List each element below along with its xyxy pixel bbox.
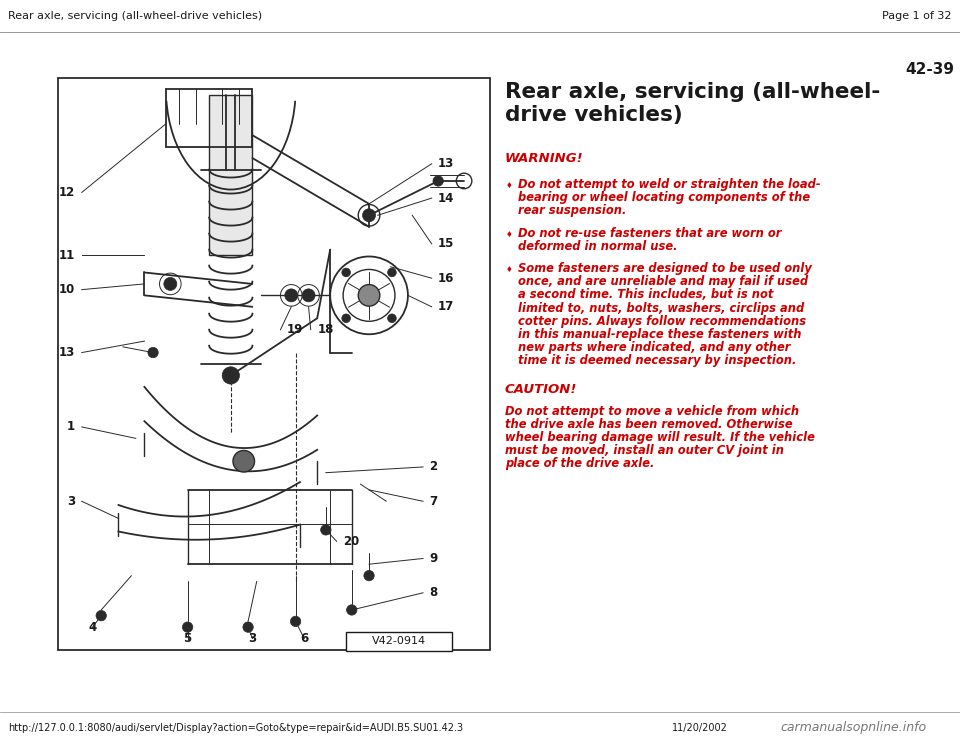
Text: 18: 18: [317, 324, 333, 336]
Ellipse shape: [148, 347, 158, 358]
Ellipse shape: [363, 209, 375, 222]
Text: 3: 3: [67, 495, 75, 508]
Text: once, and are unreliable and may fail if used: once, and are unreliable and may fail if…: [518, 275, 808, 288]
Ellipse shape: [222, 367, 239, 384]
Text: Rear axle, servicing (all-wheel-: Rear axle, servicing (all-wheel-: [505, 82, 880, 102]
Text: 2: 2: [429, 461, 438, 473]
Text: new parts where indicated, and any other: new parts where indicated, and any other: [518, 341, 790, 354]
Text: V42-0914: V42-0914: [372, 637, 426, 646]
Ellipse shape: [96, 611, 107, 621]
Text: the drive axle has been removed. Otherwise: the drive axle has been removed. Otherwi…: [505, 418, 793, 431]
Text: 10: 10: [59, 283, 75, 296]
Ellipse shape: [182, 622, 193, 632]
Text: time it is deemed necessary by inspection.: time it is deemed necessary by inspectio…: [518, 355, 797, 367]
Text: 20: 20: [343, 535, 359, 548]
Text: ♦: ♦: [506, 229, 513, 239]
Text: drive vehicles): drive vehicles): [505, 105, 683, 125]
Text: 8: 8: [429, 586, 438, 600]
Text: 11/20/2002: 11/20/2002: [672, 723, 728, 733]
Text: 12: 12: [59, 186, 75, 199]
Text: 7: 7: [429, 495, 438, 508]
Text: cotter pins. Always follow recommendations: cotter pins. Always follow recommendatio…: [518, 315, 806, 328]
FancyBboxPatch shape: [58, 78, 490, 650]
Text: Page 1 of 32: Page 1 of 32: [882, 11, 952, 21]
Ellipse shape: [164, 278, 177, 290]
Text: ♦: ♦: [506, 265, 513, 274]
Ellipse shape: [342, 268, 350, 277]
Text: limited to, nuts, bolts, washers, circlips and: limited to, nuts, bolts, washers, circli…: [518, 301, 804, 315]
Text: 16: 16: [438, 272, 454, 285]
Text: http://127.0.0.1:8080/audi/servlet/Display?action=Goto&type=repair&id=AUDI.B5.SU: http://127.0.0.1:8080/audi/servlet/Displ…: [8, 723, 463, 733]
Ellipse shape: [388, 314, 396, 323]
FancyBboxPatch shape: [347, 632, 452, 651]
Ellipse shape: [433, 176, 444, 186]
Text: place of the drive axle.: place of the drive axle.: [505, 457, 655, 470]
Ellipse shape: [243, 622, 253, 632]
Text: Rear axle, servicing (all-wheel-drive vehicles): Rear axle, servicing (all-wheel-drive ve…: [8, 11, 262, 21]
Ellipse shape: [321, 525, 331, 535]
Ellipse shape: [285, 289, 298, 302]
Text: Do not attempt to move a vehicle from which: Do not attempt to move a vehicle from wh…: [505, 404, 799, 418]
Text: 42-39: 42-39: [905, 62, 954, 77]
Text: 3: 3: [249, 632, 256, 645]
Ellipse shape: [347, 605, 357, 615]
FancyBboxPatch shape: [209, 95, 252, 255]
Text: Do not re-use fasteners that are worn or: Do not re-use fasteners that are worn or: [518, 226, 781, 240]
Text: 4: 4: [88, 620, 97, 634]
Text: 13: 13: [59, 346, 75, 359]
Text: Do not attempt to weld or straighten the load-: Do not attempt to weld or straighten the…: [518, 178, 821, 191]
Text: carmanualsopnline.info: carmanualsopnline.info: [780, 721, 926, 735]
Ellipse shape: [364, 571, 374, 581]
Text: deformed in normal use.: deformed in normal use.: [518, 240, 678, 253]
Ellipse shape: [388, 268, 396, 277]
Text: 13: 13: [438, 157, 454, 171]
Text: 6: 6: [300, 632, 308, 645]
Text: CAUTION!: CAUTION!: [505, 383, 577, 395]
Text: 1: 1: [67, 421, 75, 433]
Text: rear suspension.: rear suspension.: [518, 204, 626, 217]
Text: bearing or wheel locating components of the: bearing or wheel locating components of …: [518, 191, 810, 204]
Text: 14: 14: [438, 191, 454, 205]
Text: Some fasteners are designed to be used only: Some fasteners are designed to be used o…: [518, 262, 812, 275]
Text: in this manual-replace these fasteners with: in this manual-replace these fasteners w…: [518, 328, 802, 341]
Text: a second time. This includes, but is not: a second time. This includes, but is not: [518, 289, 774, 301]
Ellipse shape: [291, 616, 300, 626]
Text: 11: 11: [59, 249, 75, 262]
Text: WARNING!: WARNING!: [505, 152, 584, 165]
Ellipse shape: [342, 314, 350, 323]
Text: must be moved, install an outer CV joint in: must be moved, install an outer CV joint…: [505, 444, 784, 457]
Ellipse shape: [302, 289, 315, 302]
Text: 15: 15: [438, 237, 454, 250]
Text: 19: 19: [287, 324, 303, 336]
Ellipse shape: [358, 285, 380, 306]
Ellipse shape: [233, 450, 254, 472]
Text: ♦: ♦: [506, 181, 513, 190]
Text: 5: 5: [183, 632, 192, 645]
Text: 17: 17: [438, 301, 454, 313]
Text: 9: 9: [429, 552, 438, 565]
Text: wheel bearing damage will result. If the vehicle: wheel bearing damage will result. If the…: [505, 431, 815, 444]
